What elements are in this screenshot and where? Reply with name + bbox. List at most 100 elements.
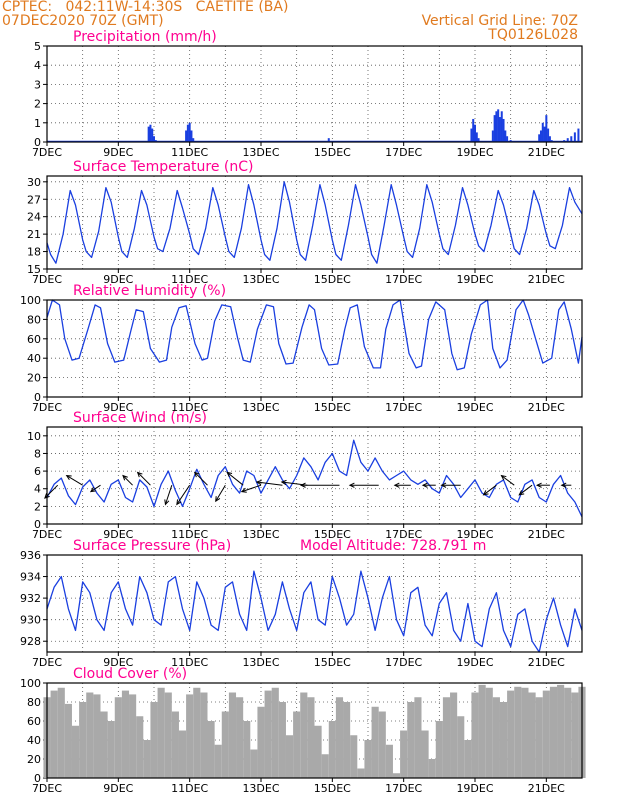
wind-arrow-head — [65, 475, 72, 481]
x-tick-label: 17DEC — [385, 401, 422, 414]
x-tick-label: 19DEC — [456, 782, 493, 795]
cloud-bar — [121, 690, 130, 778]
y-tick-label: 20 — [27, 753, 41, 766]
cloud-bar — [264, 690, 272, 778]
x-tick-label: 21DEC — [528, 146, 565, 159]
x-tick-label: 9DEC — [103, 146, 133, 159]
y-tick-label: 100 — [20, 294, 41, 307]
y-tick-label: 936 — [20, 549, 41, 562]
y-tick-label: 0 — [34, 391, 41, 404]
wind-arrow-head — [255, 479, 262, 486]
panel-title: Surface Wind (m/s) — [73, 410, 207, 426]
cloud-bar — [507, 690, 515, 778]
cloud-bar — [57, 687, 65, 778]
precip-bar — [498, 117, 501, 142]
x-tick-label: 19DEC — [456, 401, 493, 414]
wind-arrow-head — [299, 482, 306, 488]
x-tick-label: 11DEC — [171, 146, 208, 159]
precip-bar — [506, 136, 509, 142]
cloud-bar — [428, 759, 436, 778]
x-tick-label: 7DEC — [32, 146, 62, 159]
cloud-bar — [307, 697, 315, 778]
cloud-bar — [285, 735, 294, 778]
cloud-bar — [471, 692, 479, 778]
x-tick-label: 17DEC — [385, 273, 422, 286]
cloud-bar — [442, 697, 451, 778]
wind-arrow-head — [193, 471, 200, 478]
precip-bar — [472, 118, 475, 142]
wind-arrow-head — [240, 487, 247, 493]
cloud-bar — [564, 687, 572, 778]
wind-arrow-head — [421, 482, 428, 488]
x-tick-label: 17DEC — [385, 782, 422, 795]
precip-bar — [495, 111, 498, 142]
precip-bar — [192, 138, 195, 142]
x-tick-label: 13DEC — [242, 401, 279, 414]
cloud-bar — [271, 687, 279, 778]
x-tick-label: 17DEC — [385, 146, 422, 159]
cloud-bar — [485, 687, 493, 778]
wind-arrow — [518, 484, 533, 496]
cloud-bar — [314, 725, 322, 778]
cloud-bar — [293, 711, 301, 778]
wind-arrow-head — [44, 493, 50, 499]
wind-arrow-head — [500, 474, 507, 481]
wind-arrow — [501, 475, 515, 486]
x-tick-label: 7DEC — [32, 401, 62, 414]
x-tick-label: 21DEC — [528, 782, 565, 795]
panel-annotation: Model Altitude: 728.791 m — [300, 538, 486, 554]
y-tick-label: 0 — [34, 518, 41, 531]
y-tick-label: 1 — [34, 117, 41, 130]
y-tick-label: 80 — [27, 696, 41, 709]
precip-bar — [151, 128, 154, 142]
x-tick-label: 9DEC — [103, 273, 133, 286]
cloud-bar — [357, 768, 365, 778]
cloud-bar — [71, 725, 80, 778]
y-tick-label: 100 — [20, 677, 41, 690]
wind-arrow — [215, 484, 226, 502]
cloud-bar — [214, 744, 222, 778]
x-tick-label: 9DEC — [103, 401, 133, 414]
x-tick-label: 11DEC — [171, 656, 208, 669]
cloud-bar — [79, 702, 87, 778]
y-tick-label: 8 — [34, 447, 41, 460]
cloud-bar — [378, 711, 386, 778]
cloud-bar — [50, 690, 58, 778]
x-tick-label: 11DEC — [171, 401, 208, 414]
y-tick-label: 934 — [20, 571, 41, 584]
y-tick-label: 27 — [27, 193, 41, 206]
cloud-bar — [64, 703, 72, 778]
wind-arrow — [241, 484, 262, 493]
cloud-bar — [435, 721, 443, 778]
precip-bar — [491, 130, 494, 142]
y-tick-label: 930 — [20, 614, 41, 627]
x-tick-label: 11DEC — [171, 528, 208, 541]
y-tick-label: 18 — [27, 246, 41, 259]
precip-bar — [327, 138, 330, 142]
x-tick-label: 19DEC — [456, 528, 493, 541]
cloud-bar — [407, 702, 415, 778]
series-line — [46, 299, 583, 371]
cloud-bar — [521, 687, 529, 778]
model-code-label: TQ0126L028 — [488, 27, 578, 43]
precip-bar — [475, 132, 478, 142]
y-tick-label: 10 — [27, 430, 41, 443]
y-tick-label: 5 — [34, 40, 41, 53]
x-tick-label: 13DEC — [242, 273, 279, 286]
wind-arrow-head — [482, 490, 489, 496]
x-tick-label: 9DEC — [103, 656, 133, 669]
plot-frame — [46, 682, 583, 779]
x-tick-label: 9DEC — [103, 782, 133, 795]
y-tick-label: 928 — [20, 635, 41, 648]
panel-2: 0 20 40 60 80 100 Relative Humidity (%) 7DEC 9DE… — [20, 283, 583, 414]
cloud-bar — [514, 686, 522, 778]
cloud-bar — [243, 721, 251, 778]
cloud-bar — [457, 716, 465, 778]
cloud-bar — [193, 687, 201, 778]
x-tick-label: 11DEC — [171, 782, 208, 795]
cloud-bar — [343, 702, 351, 778]
cloud-bar — [499, 702, 508, 778]
precip-bar — [547, 128, 550, 142]
x-tick-label: 15DEC — [314, 146, 351, 159]
panel-1: 15 18 21 24 27 30 Surface Temperature (nC) 7DEC… — [27, 159, 583, 286]
